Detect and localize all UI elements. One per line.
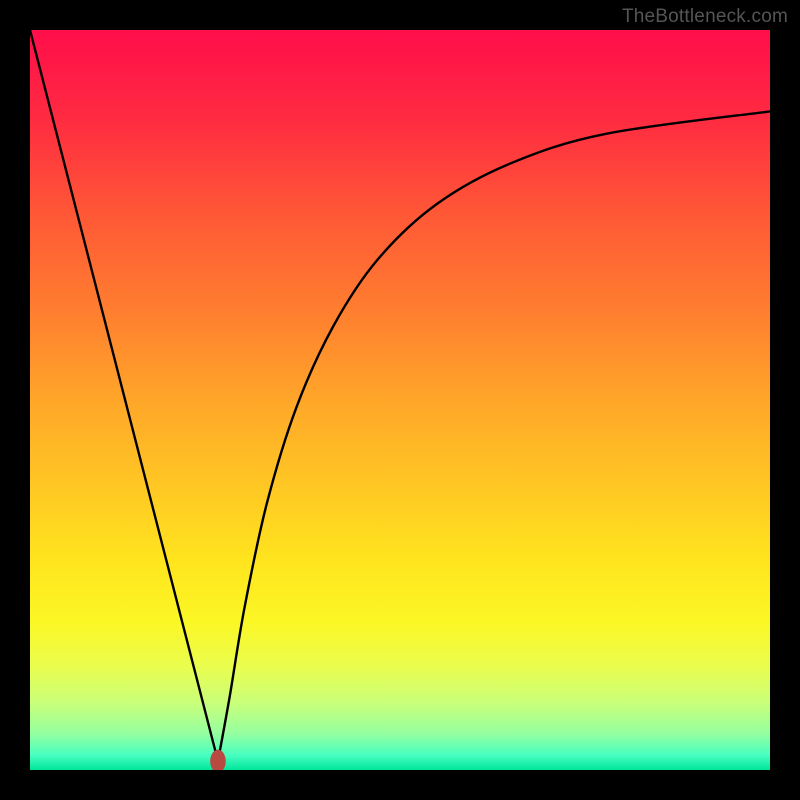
watermark-text: TheBottleneck.com (622, 6, 788, 28)
chart-container: TheBottleneck.com (0, 0, 800, 800)
plot-area (30, 30, 770, 770)
chart-svg (30, 30, 770, 770)
gradient-background (30, 30, 770, 770)
